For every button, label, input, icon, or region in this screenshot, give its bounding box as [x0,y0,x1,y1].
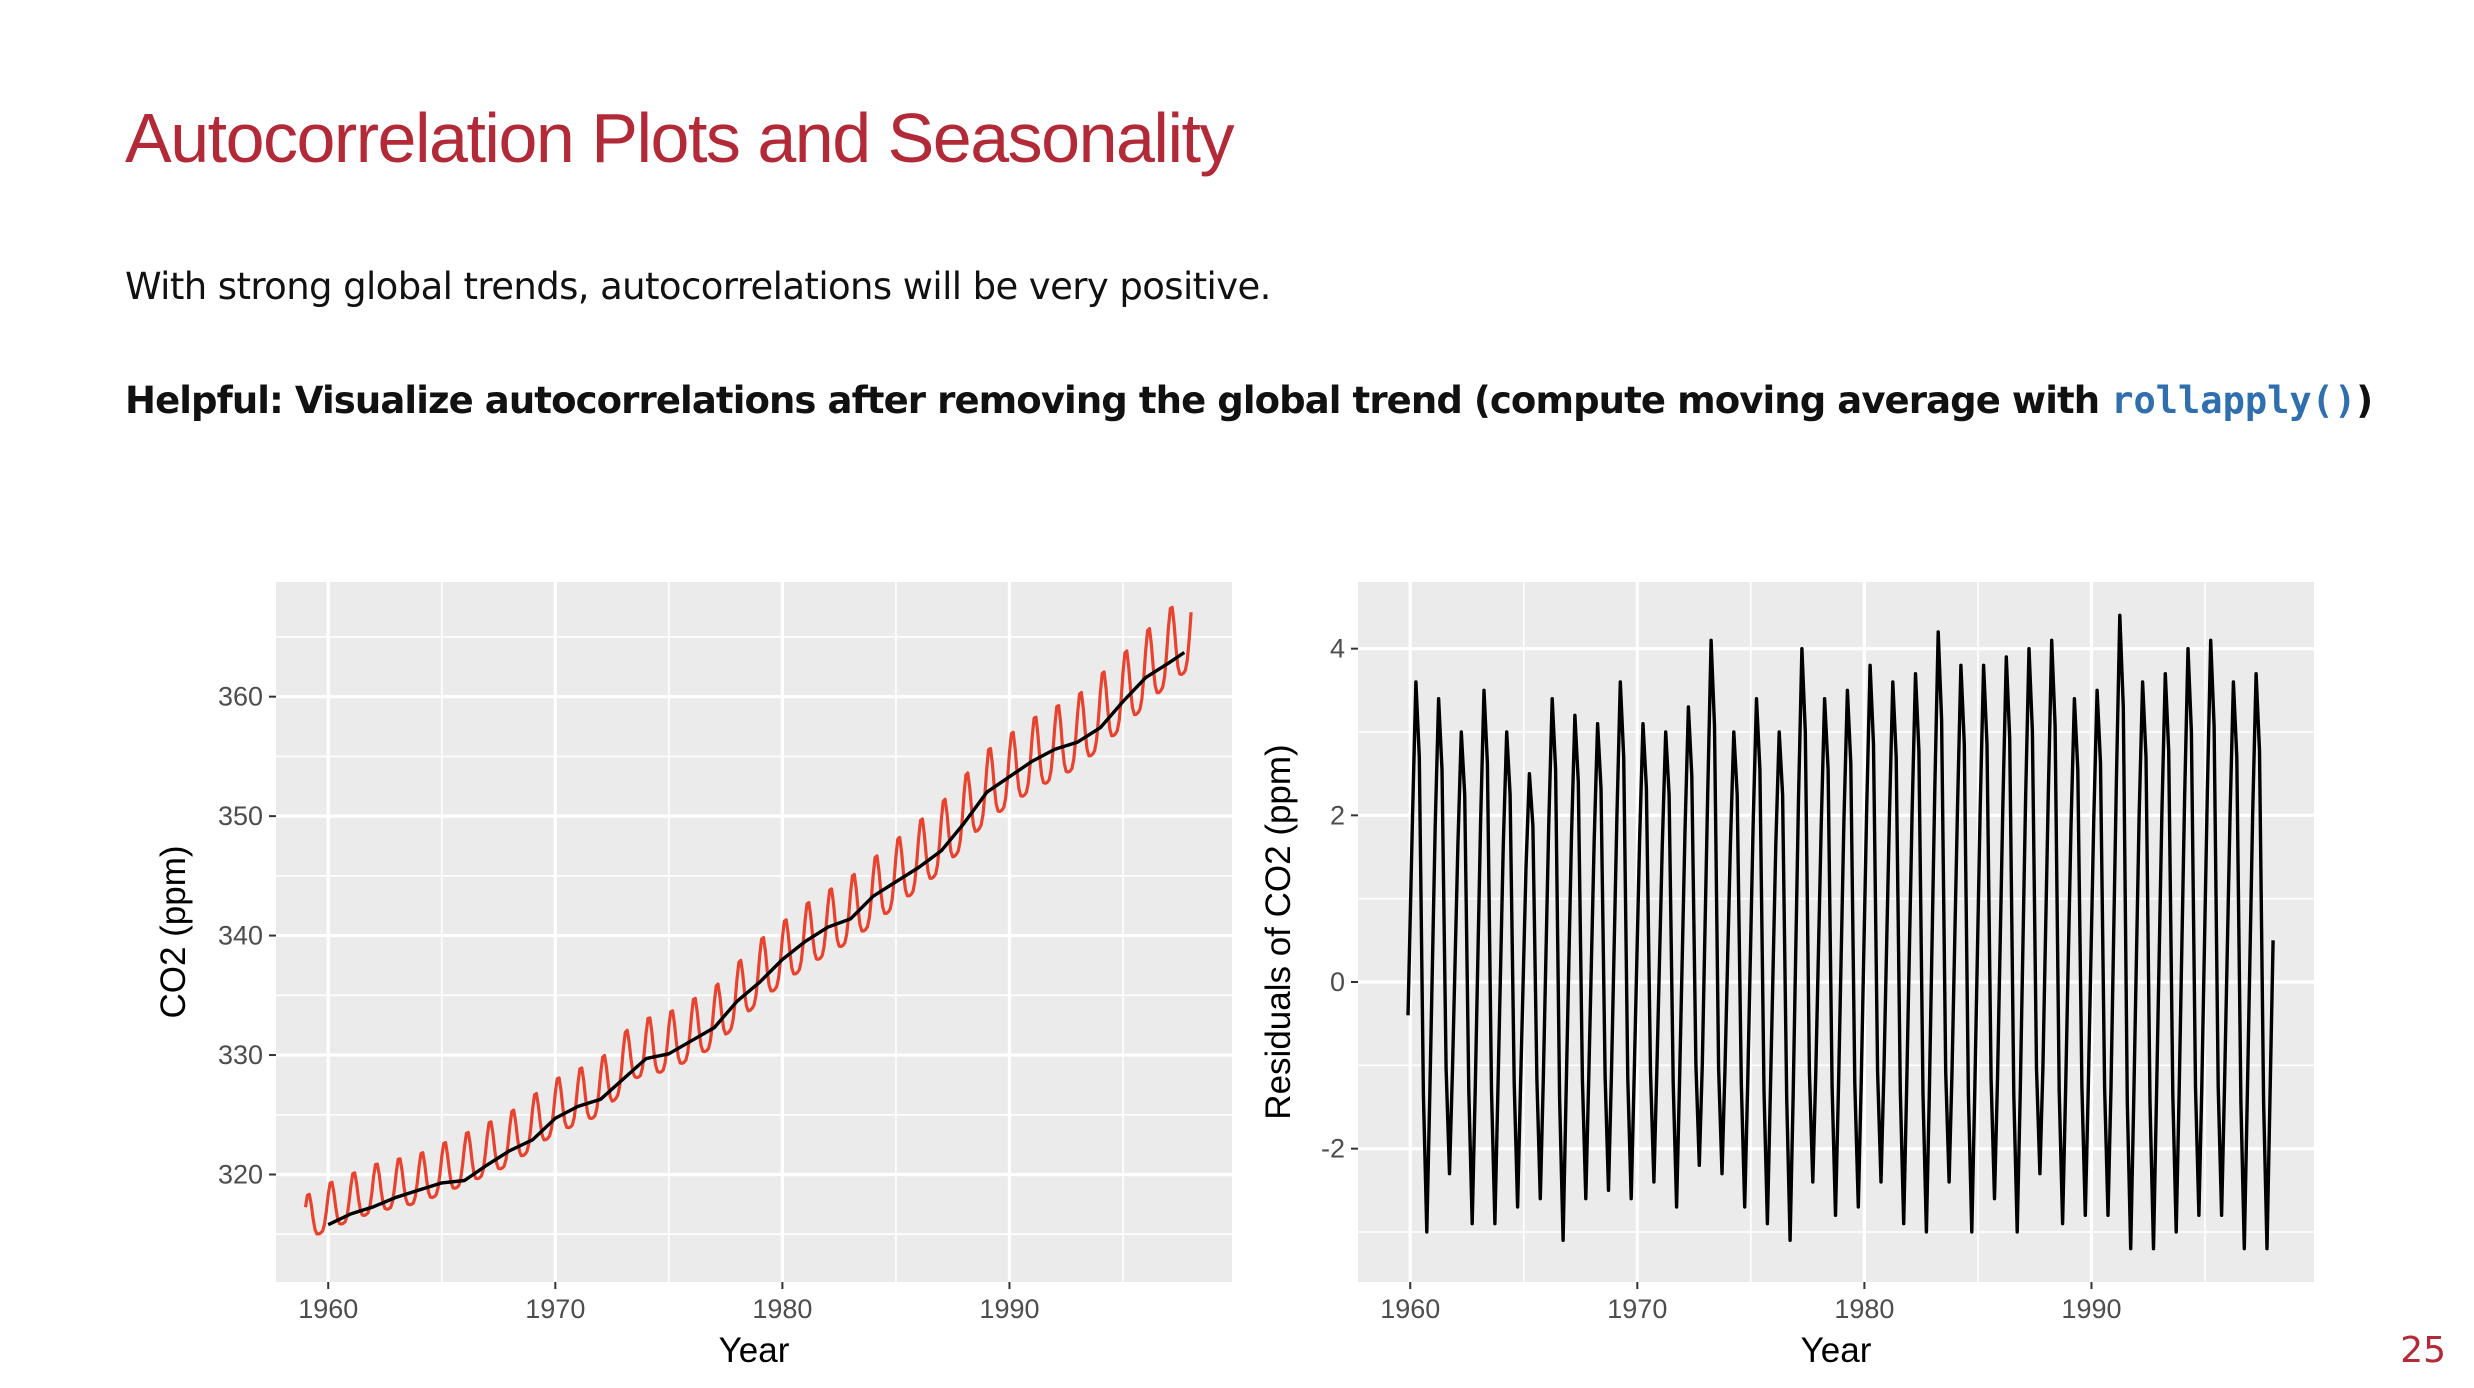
series-group [1406,613,2275,1251]
x-axis-title: Year [1801,1331,1872,1370]
co2-residuals-chart: 1960 1970 1980 1990 -2 0 2 4 Year Residuals of CO… [1259,560,2360,1384]
y-axis-title: CO2 (ppm) [154,845,193,1018]
y-tick-label: 4 [1330,634,1345,664]
co2-residuals-chart-svg: 1960 1970 1980 1990 -2 0 2 4 Year Residuals of CO… [1259,582,2314,1370]
x-tick-label: 1960 [1380,1294,1440,1324]
x-tick-label: 1970 [525,1294,585,1324]
y-tick-label: 320 [218,1159,263,1189]
x-tick-label: 1980 [1834,1294,1894,1324]
slide-title: Autocorrelation Plots and Seasonality [125,99,1234,177]
y-tick-label: 2 [1330,800,1345,830]
co2-trend-chart-svg: 1960 1970 1980 1990 320 330 340 350 360 Year CO2 (… [154,582,1232,1370]
y-tick-label: 360 [218,682,263,712]
helpful-note: Helpful: Visualize autocorrelations afte… [125,372,2375,430]
series-line-residuals [1406,613,2275,1251]
helpful-text: Helpful: Visualize autocorrelations afte… [125,379,2112,422]
y-tick-label: 340 [218,921,263,951]
page-number: 25 [2400,1330,2446,1371]
series-group [303,605,1193,1236]
x-tick-label: 1970 [1607,1294,1667,1324]
y-tick-label: 350 [218,801,263,831]
series-line-monthly [303,605,1193,1236]
y-tick-label: 0 [1330,967,1345,997]
co2-trend-chart: 1960 1970 1980 1990 320 330 340 350 360 Year CO2 (… [150,560,1250,1384]
body-text-trends: With strong global trends, autocorrelati… [125,265,1271,308]
series-line-moving-average [327,651,1186,1227]
y-tick-label: 330 [218,1040,263,1070]
x-tick-label: 1990 [979,1294,1039,1324]
code-rollapply: rollapply() [2111,379,2357,422]
plot-panel [276,582,1232,1282]
y-axis-title: Residuals of CO2 (ppm) [1260,744,1298,1119]
x-tick-label: 1990 [2061,1294,2121,1324]
x-axis-title: Year [719,1331,790,1370]
x-tick-label: 1980 [752,1294,812,1324]
x-tick-label: 1960 [298,1294,358,1324]
y-tick-label: -2 [1321,1134,1345,1164]
helpful-text-end: ) [2356,379,2373,422]
